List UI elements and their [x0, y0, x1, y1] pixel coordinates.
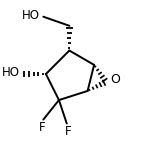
Text: F: F: [39, 121, 45, 134]
Text: HO: HO: [2, 66, 20, 79]
Text: F: F: [65, 125, 71, 138]
Text: O: O: [110, 73, 120, 86]
Text: HO: HO: [21, 9, 39, 22]
